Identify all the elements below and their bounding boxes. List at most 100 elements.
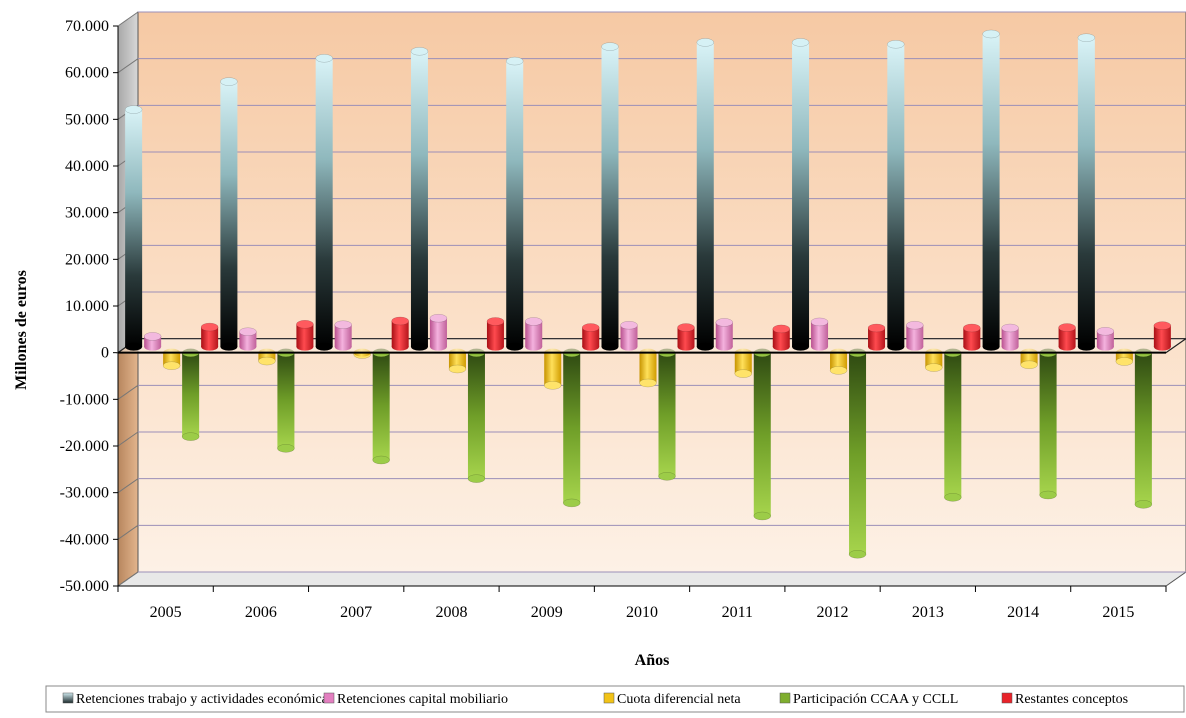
y-tick-label: 40.000 [65, 158, 109, 175]
gridline-side [117, 524, 139, 540]
legend-box [45, 685, 1185, 713]
bar [887, 44, 905, 347]
bar [982, 34, 1000, 347]
bar [849, 352, 867, 555]
gridline-side [117, 384, 139, 400]
bar-cap [601, 42, 619, 51]
bar [429, 318, 447, 347]
bar [296, 324, 314, 347]
bar-base [887, 342, 905, 351]
bar-cap [143, 332, 162, 341]
bar-base [125, 342, 143, 351]
x-tick-label: 2006 [245, 604, 277, 621]
bar [963, 328, 981, 347]
bar-base [811, 342, 829, 351]
bar-base [486, 342, 504, 351]
bar [1134, 352, 1152, 505]
bar-cap [906, 320, 924, 330]
y-tick-label: 70.000 [65, 18, 109, 35]
bar [258, 352, 276, 362]
bar-base [506, 342, 524, 351]
legend-swatch [603, 692, 615, 704]
bar-base [620, 342, 638, 351]
bar-cap [1058, 323, 1076, 332]
bar [830, 352, 848, 371]
legend: Retenciones trabajo y actividades económ… [45, 685, 1185, 713]
bar [239, 331, 257, 347]
bar [753, 352, 771, 516]
bar-cap [562, 498, 581, 508]
bar [410, 51, 428, 347]
bar-cap [1134, 500, 1153, 509]
bar-base [1077, 342, 1095, 351]
bar-base [1153, 342, 1171, 351]
bar-cap [810, 317, 829, 327]
bar [315, 58, 333, 347]
bar-base [144, 342, 162, 351]
y-axis-label: Millones de euros [13, 270, 30, 390]
bar-base [220, 342, 238, 351]
bar-cap [1153, 321, 1172, 330]
bar [525, 321, 543, 347]
bar-cap [829, 366, 848, 375]
bar-cap [658, 472, 676, 481]
y-tick-label: 10.000 [65, 298, 109, 315]
bar-base [429, 342, 447, 351]
bar [277, 352, 295, 449]
bar-cap [581, 323, 600, 332]
bar [448, 352, 466, 369]
bar [220, 81, 238, 347]
legend-label: Participación CCAA y CCLL [793, 692, 958, 707]
bar-cap [982, 29, 1000, 39]
bar-base [201, 342, 219, 351]
bar-cap [391, 316, 409, 326]
bar-base [239, 342, 257, 351]
legend-label: Cuota diferencial neta [617, 692, 741, 707]
bar-cap [543, 381, 562, 390]
bar-cap [753, 511, 772, 521]
bar [658, 352, 676, 477]
bar [601, 46, 619, 347]
bar-cap [1077, 33, 1096, 42]
bar-cap [1115, 357, 1134, 366]
bar-base [963, 342, 981, 351]
bar-cap [372, 455, 390, 465]
zero-plane [116, 338, 1186, 354]
bar-base [868, 342, 886, 351]
bar-cap [639, 378, 657, 388]
y-tick-label: -50.000 [60, 578, 109, 595]
bar [125, 109, 143, 347]
bar-cap [1001, 323, 1019, 333]
gridline-side [117, 11, 139, 27]
bar-cap [429, 313, 448, 323]
bar-cap [258, 356, 276, 366]
bar-cap [887, 40, 905, 49]
legend-swatch [779, 692, 791, 704]
bar-base [696, 342, 714, 351]
bar-cap [772, 324, 791, 334]
positive-bars [124, 29, 1172, 351]
bar-cap [315, 54, 333, 63]
y-tick-label: 60.000 [65, 65, 109, 82]
x-tick-label: 2013 [912, 604, 944, 621]
x-tick-label: 2007 [340, 604, 372, 621]
bar-base [582, 342, 600, 351]
bar-cap [620, 320, 638, 330]
bar-cap [715, 318, 734, 327]
bar [944, 352, 962, 498]
bar [506, 61, 524, 347]
bar-cap [1096, 327, 1115, 336]
bar-cap [467, 474, 486, 483]
x-tick-label: 2011 [722, 604, 753, 621]
y-tick-label: -30.000 [60, 485, 109, 502]
x-tick-label: 2015 [1102, 604, 1134, 621]
side-wall-lower [118, 338, 138, 586]
bar-cap [848, 550, 867, 559]
gridline-side [117, 478, 139, 494]
bar-cap [1039, 490, 1057, 500]
bar-cap [1020, 360, 1038, 370]
bar-cap [334, 320, 352, 329]
bar-cap [791, 38, 810, 47]
bar-cap [200, 322, 219, 332]
bar-cap [162, 361, 181, 370]
